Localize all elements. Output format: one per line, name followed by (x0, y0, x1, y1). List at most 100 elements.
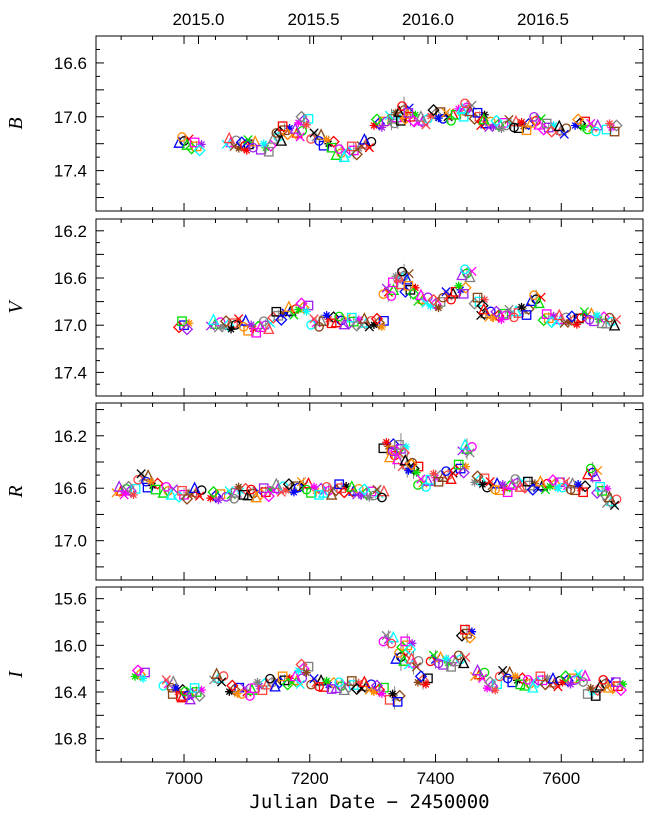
data-point (188, 481, 201, 494)
data-point (416, 674, 430, 687)
data-point (246, 320, 256, 329)
x-tick-label: 7400 (417, 769, 455, 788)
y-tick-label: 17.4 (54, 363, 87, 382)
data-point (460, 624, 470, 635)
data-point (257, 685, 268, 696)
data-point (369, 320, 379, 330)
data-point (309, 128, 319, 138)
data-point (344, 488, 354, 498)
data-point (173, 136, 185, 148)
data-point (506, 478, 519, 490)
data-point (449, 654, 462, 667)
data-point (510, 474, 521, 484)
data-point (529, 290, 539, 301)
data-point (434, 650, 447, 663)
data-point (277, 671, 288, 682)
data-point (216, 677, 227, 687)
panel-i-band: 15.6 16.0 16.4 16.8 I 7000 7200 7400 7600 (5, 586, 644, 788)
data-point (572, 113, 585, 126)
data-point (491, 476, 503, 489)
data-point (281, 308, 291, 318)
data-point (177, 485, 187, 496)
data-point (401, 442, 411, 452)
data-point (386, 638, 397, 649)
data-point (302, 307, 311, 316)
data-point (177, 132, 187, 142)
data-point (334, 479, 345, 490)
data-point (437, 470, 449, 482)
data-point (604, 312, 615, 323)
data-point (387, 630, 400, 643)
data-point (573, 480, 583, 489)
data-point (594, 679, 607, 691)
data-point (295, 297, 308, 310)
data-point (229, 493, 240, 504)
x-tick-label: 7600 (542, 769, 580, 788)
data-point (242, 146, 251, 155)
data-point (113, 480, 125, 492)
data-point (209, 489, 222, 503)
data-point (469, 671, 480, 682)
top-axis-year-label: 2016.5 (517, 10, 569, 29)
data-point (581, 467, 594, 480)
data-point (397, 266, 407, 277)
data-point (541, 118, 552, 129)
data-point (180, 492, 194, 505)
data-point (592, 311, 602, 320)
data-point (589, 469, 602, 482)
data-point (295, 679, 305, 689)
data-point (354, 315, 363, 324)
data-point (441, 287, 451, 297)
data-point (377, 689, 387, 698)
data-point (590, 691, 601, 701)
data-point (342, 482, 351, 491)
data-point (165, 488, 178, 500)
data-point (223, 131, 235, 144)
data-point (591, 118, 604, 131)
data-point (267, 132, 280, 144)
data-point (289, 488, 299, 497)
data-point (514, 480, 527, 492)
data-point (602, 681, 615, 693)
data-point (360, 487, 373, 500)
data-point (391, 272, 400, 281)
data-point (585, 463, 596, 474)
data-point (585, 307, 598, 319)
data-point (511, 672, 520, 681)
data-point (601, 498, 612, 508)
data-point (377, 322, 387, 332)
data-point (408, 639, 417, 648)
data-point (382, 438, 391, 447)
data-point (136, 469, 146, 479)
data-point (297, 662, 310, 675)
data-point (270, 477, 283, 490)
data-point (611, 677, 621, 688)
data-point (413, 296, 423, 306)
data-point (184, 319, 194, 328)
data-point (228, 683, 241, 696)
data-point (346, 676, 357, 686)
data-point (249, 135, 261, 147)
data-point (510, 114, 522, 127)
data-point (441, 108, 451, 118)
data-point (529, 111, 539, 122)
data-point (309, 674, 319, 684)
data-point (467, 627, 477, 636)
data-point (421, 680, 431, 689)
data-point (533, 296, 545, 309)
data-point (459, 438, 471, 450)
data-point (590, 126, 601, 137)
data-point (289, 310, 299, 320)
data-point (564, 318, 574, 327)
data-point (416, 474, 426, 484)
data-point (598, 674, 609, 685)
data-point (322, 311, 331, 320)
data-point (248, 142, 258, 153)
data-point (275, 134, 288, 146)
data-point (246, 683, 258, 695)
data-point (315, 128, 327, 140)
data-point (364, 322, 375, 332)
data-point (428, 650, 439, 660)
data-point (413, 118, 423, 128)
panel-b-band: 16.6 17.0 17.4 B (5, 35, 644, 212)
